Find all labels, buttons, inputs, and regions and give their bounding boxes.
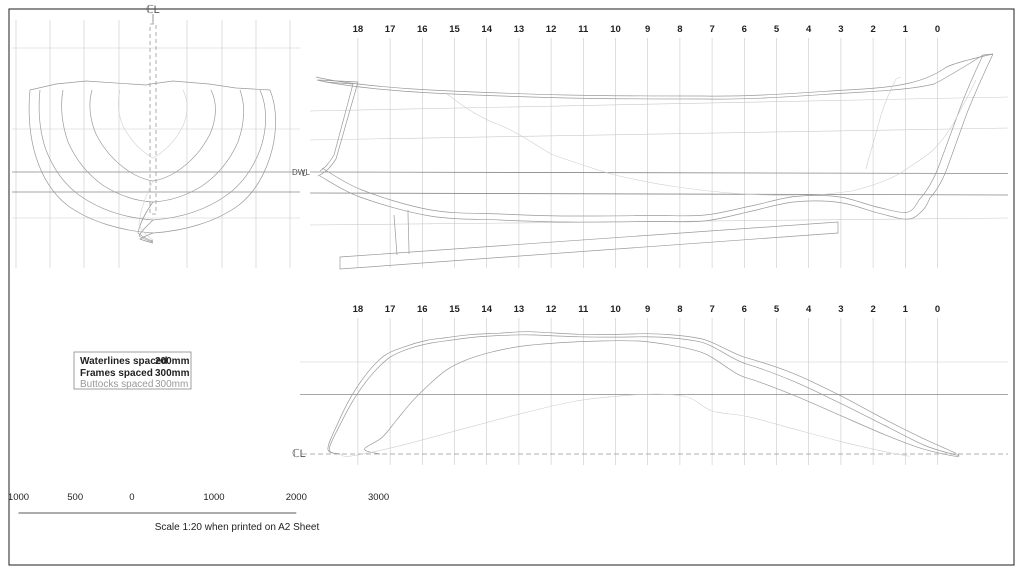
- svg-text:11: 11: [578, 24, 589, 35]
- svg-text:7: 7: [709, 304, 714, 315]
- svg-text:7: 7: [709, 24, 714, 35]
- svg-text:14: 14: [481, 304, 492, 315]
- svg-text:200mm: 200mm: [155, 356, 190, 367]
- svg-text:18: 18: [353, 24, 364, 35]
- svg-text:3000: 3000: [368, 492, 389, 503]
- svg-text:18: 18: [353, 304, 364, 315]
- svg-text:8: 8: [677, 304, 682, 315]
- svg-text:500: 500: [67, 492, 83, 503]
- svg-text:Buttocks spaced: Buttocks spaced: [80, 379, 153, 390]
- svg-text:9: 9: [645, 24, 650, 35]
- svg-text:12: 12: [546, 304, 557, 315]
- svg-text:1000: 1000: [203, 492, 224, 503]
- svg-text:Scale 1:20 when printed on A2: Scale 1:20 when printed on A2 Sheet: [155, 522, 320, 533]
- svg-text:5: 5: [774, 24, 780, 35]
- svg-text:1000: 1000: [8, 492, 29, 503]
- svg-text:4: 4: [806, 24, 812, 35]
- svg-text:9: 9: [645, 304, 650, 315]
- svg-text:14: 14: [481, 24, 492, 35]
- svg-text:10: 10: [610, 304, 621, 315]
- svg-text:0: 0: [935, 304, 940, 315]
- svg-text:3: 3: [838, 24, 843, 35]
- svg-text:11: 11: [578, 304, 589, 315]
- svg-text:6: 6: [742, 24, 747, 35]
- svg-text:1: 1: [903, 304, 909, 315]
- svg-text:13: 13: [514, 24, 525, 35]
- svg-text:17: 17: [385, 24, 396, 35]
- svg-text:4: 4: [806, 304, 812, 315]
- svg-text:17: 17: [385, 304, 396, 315]
- svg-text:13: 13: [514, 304, 525, 315]
- svg-text:8: 8: [677, 24, 682, 35]
- svg-text:0: 0: [129, 492, 134, 503]
- svg-text:Frames spaced: Frames spaced: [80, 368, 153, 379]
- svg-text:0: 0: [935, 24, 940, 35]
- svg-text:ℂL: ℂL: [292, 448, 306, 460]
- svg-text:L: L: [302, 169, 307, 178]
- svg-text:3: 3: [838, 304, 843, 315]
- svg-text:5: 5: [774, 304, 780, 315]
- svg-text:15: 15: [449, 304, 460, 315]
- svg-text:2000: 2000: [286, 492, 307, 503]
- svg-text:16: 16: [417, 304, 428, 315]
- svg-text:6: 6: [742, 304, 747, 315]
- svg-text:2: 2: [870, 24, 875, 35]
- svg-text:16: 16: [417, 24, 428, 35]
- svg-text:2: 2: [870, 304, 875, 315]
- svg-text:300mm: 300mm: [155, 368, 190, 379]
- svg-text:12: 12: [546, 24, 557, 35]
- svg-text:15: 15: [449, 24, 460, 35]
- svg-text:300mm: 300mm: [155, 379, 188, 390]
- svg-text:10: 10: [610, 24, 621, 35]
- svg-text:1: 1: [903, 24, 909, 35]
